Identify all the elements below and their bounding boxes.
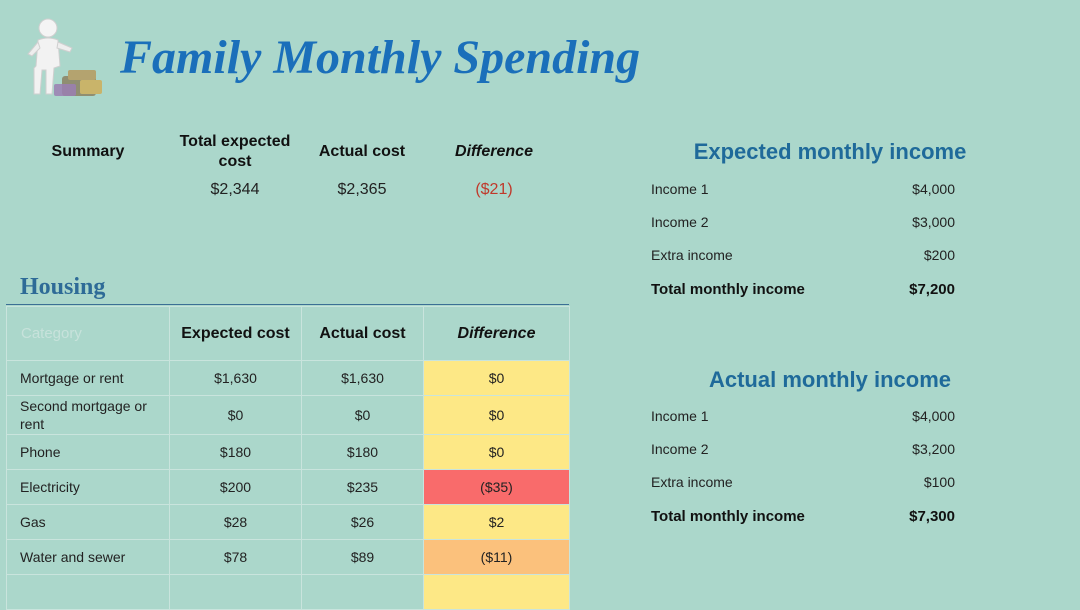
actual-cost-cell[interactable]: $1,630 [301,360,424,396]
housing-divider [6,304,569,305]
table-row: Water and sewer $78 $89 ($11) [6,539,570,575]
difference-cell[interactable] [423,574,570,610]
income-value[interactable]: $3,000 [912,214,955,230]
difference-value: ($21) [475,181,513,198]
actual-cost-cell[interactable]: $235 [301,469,424,505]
row-label-cell[interactable]: Water and sewer [6,539,170,575]
actual-cost-cell[interactable]: $89 [301,539,424,575]
income-label[interactable]: Income 2 [651,441,709,457]
total-income-value: $7,200 [909,281,955,298]
income-value[interactable]: $3,200 [912,441,955,457]
column-header-category[interactable]: Category [6,306,170,361]
expected-income-row: Income 1 $4,000 [651,181,955,201]
expected-cost-cell[interactable]: $1,630 [169,360,302,396]
column-header-difference[interactable]: Difference [423,306,570,361]
total-income-label: Total monthly income [651,281,805,298]
row-label-cell[interactable]: Mortgage or rent [6,360,170,396]
total-income-label: Total monthly income [651,508,805,525]
income-label[interactable]: Extra income [651,474,733,490]
difference-cell[interactable]: ($35) [423,469,570,505]
row-label-cell[interactable]: Phone [6,434,170,470]
actual-cost-header: Actual cost [318,143,406,160]
total-expected-cost-header: Total expected cost [179,133,291,170]
expected-income-title: Expected monthly income [693,139,967,164]
actual-cost-cell[interactable]: $180 [301,434,424,470]
actual-cost-cell[interactable]: $26 [301,504,424,540]
total-income-value: $7,300 [909,508,955,525]
difference-header: Difference [455,143,533,160]
income-value[interactable]: $200 [923,247,955,263]
difference-cell[interactable]: $0 [423,360,570,396]
table-row: Gas $28 $26 $2 [6,504,570,540]
expected-cost-cell[interactable]: $28 [169,504,302,540]
summary-label: Summary [51,143,125,160]
expected-cost-cell[interactable] [169,574,302,610]
income-value[interactable]: $100 [923,474,955,490]
expected-cost-cell[interactable]: $78 [169,539,302,575]
row-label-cell[interactable]: Electricity [6,469,170,505]
actual-cost-cell[interactable] [301,574,424,610]
table-row: Electricity $200 $235 ($35) [6,469,570,505]
housing-header-row: Category Expected cost Actual cost Diffe… [6,306,570,361]
row-label-cell[interactable]: Gas [6,504,170,540]
total-expected-cost-value: $2,344 [210,181,260,198]
expected-cost-cell[interactable]: $0 [169,395,302,435]
actual-cost-value: $2,365 [337,181,387,198]
column-header-expected-cost[interactable]: Expected cost [169,306,302,361]
table-row: Phone $180 $180 $0 [6,434,570,470]
page-title: Family Monthly Spending [120,31,641,84]
income-label[interactable]: Extra income [651,247,733,263]
income-value[interactable]: $4,000 [912,408,955,424]
table-row: Mortgage or rent $1,630 $1,630 $0 [6,360,570,396]
expected-income-total-row: Total monthly income $7,200 [651,281,955,301]
expected-income-row: Income 2 $3,000 [651,214,955,234]
housing-section-title: Housing [20,274,106,300]
table-row: Second mortgage or rent $0 $0 $0 [6,395,570,435]
column-header-actual-cost[interactable]: Actual cost [301,306,424,361]
row-label-cell[interactable]: Second mortgage or rent [6,395,170,435]
expected-cost-cell[interactable]: $200 [169,469,302,505]
income-label[interactable]: Income 2 [651,214,709,230]
row-label-cell[interactable] [6,574,170,610]
difference-cell[interactable]: $0 [423,434,570,470]
income-label[interactable]: Income 1 [651,181,709,197]
actual-income-title: Actual monthly income [708,367,952,392]
expected-cost-cell[interactable]: $180 [169,434,302,470]
housing-table: Category Expected cost Actual cost Diffe… [6,306,570,610]
difference-cell[interactable]: $0 [423,395,570,435]
income-value[interactable]: $4,000 [912,181,955,197]
actual-income-total-row: Total monthly income $7,300 [651,508,955,528]
actual-income-row: Income 2 $3,200 [651,441,955,461]
mascot-logo-icon [24,14,108,102]
income-label[interactable]: Income 1 [651,408,709,424]
expected-income-row: Extra income $200 [651,247,955,267]
difference-cell[interactable]: ($11) [423,539,570,575]
table-row [6,574,570,610]
actual-cost-cell[interactable]: $0 [301,395,424,435]
actual-income-row: Income 1 $4,000 [651,408,955,428]
actual-income-row: Extra income $100 [651,474,955,494]
difference-cell[interactable]: $2 [423,504,570,540]
